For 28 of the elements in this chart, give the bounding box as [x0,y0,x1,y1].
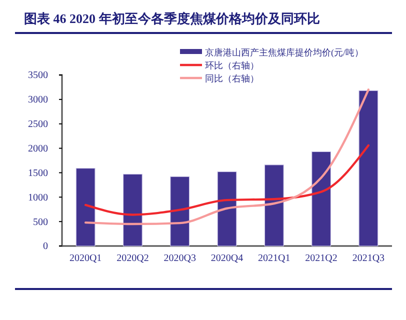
bar [217,171,237,246]
y-tick-label: 3500 [28,70,48,82]
x-tick-label: 2020Q1 [69,253,102,264]
bar [312,151,332,246]
y-tick-label: 500 [33,216,48,228]
bar [358,90,378,246]
chart-title: 图表 46 2020 年初至今各季度焦煤价格均价及同环比 [24,11,320,26]
bar [122,174,142,246]
legend-label: 环比（右轴） [205,60,259,70]
x-tick-label: 2021Q1 [258,253,290,264]
x-tick-label: 2020Q3 [164,253,196,264]
line-series [84,144,370,216]
legend-label: 同比（右轴） [205,74,259,84]
y-tick-label: 2500 [28,119,48,130]
y-tick-label: 1000 [28,192,48,204]
y-tick-label: 0 [43,241,48,252]
y-tick-label: 1500 [28,168,48,179]
y-tick-label: 2000 [28,143,48,154]
bar [170,176,190,246]
legend-label: 京唐港山西产主焦煤库提价均价(元/吨） [205,48,364,58]
x-tick-label: 2020Q2 [116,253,149,264]
bar [264,164,284,246]
x-tick-label: 2021Q2 [305,253,338,264]
line-series [84,88,370,226]
x-tick-label: 2020Q4 [210,253,244,264]
y-tick-label: 3000 [28,94,48,106]
bar [76,168,96,246]
x-tick-label: 2021Q3 [352,253,385,264]
